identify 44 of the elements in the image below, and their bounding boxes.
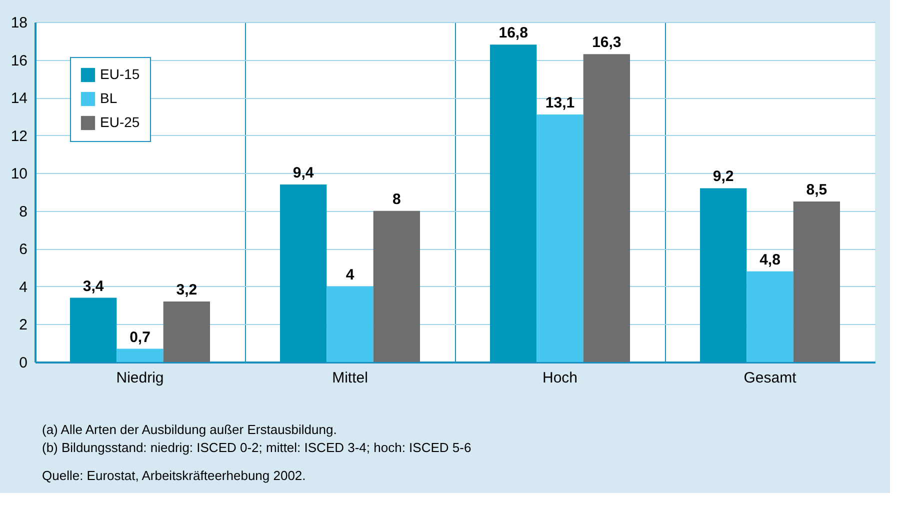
text: (a) Alle Arten der Ausbildung außer Erstausbildung. (42, 422, 337, 437)
x-tick-label: Gesamt (744, 370, 798, 386)
data-label: 4 (346, 266, 355, 284)
bar (746, 271, 794, 362)
y-tick-label: 4 (19, 278, 28, 296)
data-label: 3,2 (176, 282, 198, 299)
bar (583, 54, 630, 362)
x-tick-label: Niedrig (116, 370, 164, 386)
bar (70, 298, 117, 362)
data-label: 8,5 (806, 181, 828, 198)
legend-label: BL (100, 90, 118, 106)
bar (373, 210, 420, 362)
bar (536, 114, 584, 362)
y-tick-label: 10 (10, 166, 28, 183)
text: (b) Bildungsstand: niedrig: ISCED 0-2; mittel: ISCED 3-4; hoch: ISCED 5-6 (42, 440, 472, 455)
y-tick-label: 14 (10, 90, 28, 108)
bar (116, 348, 164, 362)
y-tick-label: 18 (10, 14, 28, 32)
legend-label: EU-25 (100, 114, 140, 130)
bar (163, 302, 210, 362)
legend-label: EU-15 (100, 66, 140, 82)
data-label: 8 (392, 190, 401, 208)
y-tick-label: 8 (19, 203, 28, 220)
bar (326, 286, 374, 362)
data-label: 3,4 (82, 278, 104, 295)
data-label: 13,1 (545, 94, 575, 112)
data-label: 16,8 (498, 24, 528, 42)
bar (700, 188, 747, 362)
data-label: 0,7 (130, 328, 150, 346)
data-label: 16,3 (592, 34, 622, 52)
bar (490, 44, 537, 362)
y-tick-label: 2 (19, 316, 28, 334)
x-tick-label: Hoch (542, 370, 578, 386)
y-tick-label: 0 (19, 354, 28, 372)
data-label: 9,2 (712, 168, 734, 186)
source-note: Quelle: Eurostat, Arbeitskräfteerhebung 2002. (42, 468, 306, 483)
data-label: 4,8 (760, 251, 780, 268)
y-tick-label: 16 (10, 52, 28, 70)
y-tick-label: 6 (19, 241, 28, 258)
y-tick-label: 12 (10, 128, 28, 145)
data-label: 9,4 (292, 164, 314, 182)
bar (280, 184, 327, 362)
bar (793, 201, 840, 362)
x-tick-label: Mittel (332, 370, 368, 386)
